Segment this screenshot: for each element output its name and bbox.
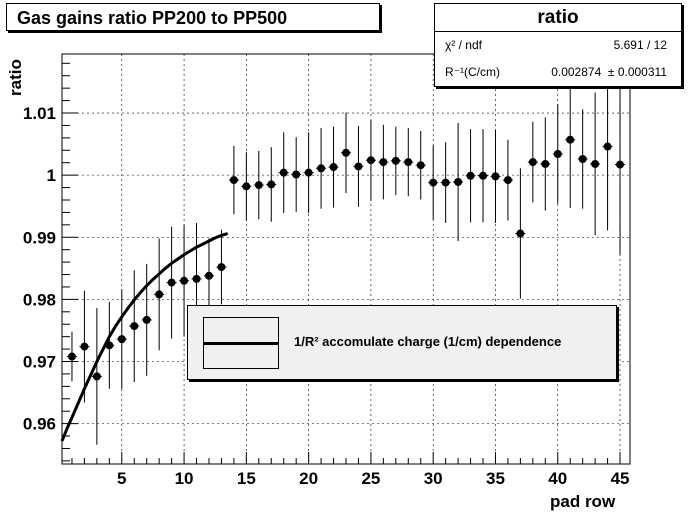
data-point <box>117 335 126 344</box>
y-tick-label: 1.01 <box>23 104 56 123</box>
x-tick-label: 30 <box>424 469 443 488</box>
x-tick-label: 10 <box>175 469 194 488</box>
y-tick-label: 1 <box>47 166 56 185</box>
data-point <box>67 352 76 361</box>
data-point <box>466 171 475 180</box>
data-point <box>229 176 238 185</box>
legend-entry: 1/R² accomulate charge (1/cm) dependence <box>294 334 562 349</box>
data-point <box>541 159 550 168</box>
data-point <box>454 177 463 186</box>
stats-value-param: 0.002874 ± 0.000311 <box>551 65 667 79</box>
data-point <box>566 135 575 144</box>
stats-value-chi2: 5.691 / 12 <box>613 38 667 52</box>
legend: 1/R² accomulate charge (1/cm) dependence <box>187 305 617 380</box>
y-tick-label: 0.97 <box>23 353 56 372</box>
stats-box: ratio χ² / ndf 5.691 / 12 R⁻¹(C/cm) 0.00… <box>434 3 682 87</box>
fit-curve <box>60 232 229 442</box>
data-point <box>267 180 276 189</box>
data-point <box>479 171 488 180</box>
data-point <box>155 290 164 299</box>
stats-title: ratio <box>435 4 681 32</box>
data-point <box>391 156 400 165</box>
y-tick-label: 0.99 <box>23 228 56 247</box>
data-point <box>441 178 450 187</box>
stats-row-param: R⁻¹(C/cm) 0.002874 ± 0.000311 <box>435 59 681 86</box>
data-point <box>528 158 537 167</box>
x-tick-label: 45 <box>611 469 630 488</box>
y-axis-title: ratio <box>6 59 25 96</box>
stats-row-chi2: χ² / ndf 5.691 / 12 <box>435 32 681 59</box>
data-point <box>366 156 375 165</box>
stats-label-chi2: χ² / ndf <box>445 38 482 52</box>
x-tick-label: 40 <box>548 469 567 488</box>
data-point <box>105 341 114 350</box>
y-tick-label: 0.98 <box>23 290 56 309</box>
data-point <box>254 181 263 190</box>
legend-swatch <box>203 317 279 369</box>
data-point <box>204 271 213 280</box>
x-axis-title: pad row <box>550 492 616 511</box>
data-point <box>553 150 562 159</box>
data-point <box>603 142 612 151</box>
data-point <box>591 159 600 168</box>
x-tick-label: 15 <box>237 469 256 488</box>
chart-title: Gas gains ratio PP200 to PP500 <box>6 3 380 31</box>
x-tick-label: 25 <box>361 469 380 488</box>
data-point <box>304 168 313 177</box>
data-point <box>354 162 363 171</box>
data-points <box>66 62 626 445</box>
data-point <box>130 322 139 331</box>
data-point <box>167 278 176 287</box>
data-point <box>329 163 338 172</box>
data-point <box>416 161 425 170</box>
data-point <box>491 172 500 181</box>
x-tick-label: 20 <box>299 469 318 488</box>
stats-label-param: R⁻¹(C/cm) <box>445 65 500 79</box>
data-point <box>292 170 301 179</box>
x-tick-label: 35 <box>486 469 505 488</box>
data-point <box>404 158 413 167</box>
fit-curve-group <box>60 232 229 442</box>
data-point <box>242 182 251 191</box>
data-point <box>503 176 512 185</box>
data-point <box>92 372 101 381</box>
data-point <box>80 342 89 351</box>
data-point <box>317 164 326 173</box>
data-point <box>578 154 587 163</box>
data-point <box>217 263 226 272</box>
x-tick-label: 5 <box>117 469 126 488</box>
data-point <box>429 178 438 187</box>
data-point <box>142 315 151 324</box>
data-point <box>279 168 288 177</box>
data-point <box>379 158 388 167</box>
data-point <box>180 276 189 285</box>
y-tick-label: 0.96 <box>23 415 56 434</box>
data-point <box>616 160 625 169</box>
data-point <box>192 274 201 283</box>
data-point <box>342 148 350 157</box>
tick-labels: 5 10 15 20 25 30 35 40 45 0.96 0.97 0.98 0.99 1 1.01 <box>23 104 630 488</box>
axis-ticks <box>62 62 621 464</box>
data-point <box>516 229 525 238</box>
